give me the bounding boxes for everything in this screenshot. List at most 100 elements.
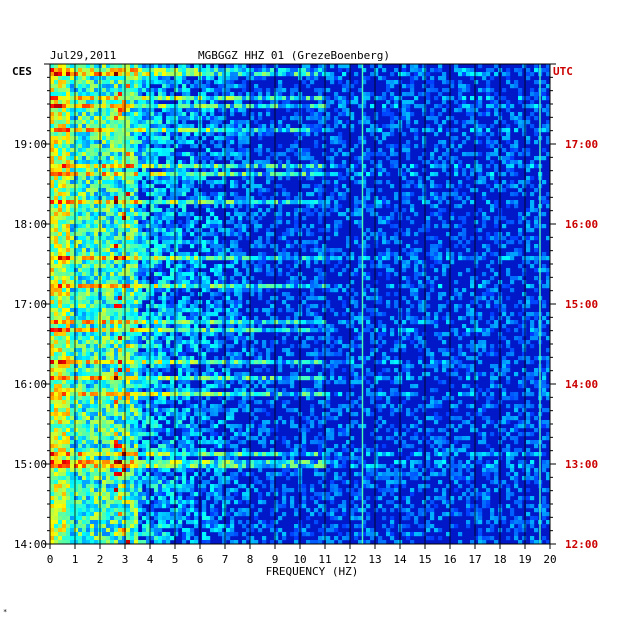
spectrogram-cell [482, 132, 487, 137]
spectrogram-cell [474, 212, 479, 217]
spectrogram-cell [118, 108, 123, 113]
spectrogram-cell [166, 152, 171, 157]
spectrogram-cell [310, 280, 315, 285]
spectrogram-cell [50, 64, 55, 69]
spectrogram-cell [242, 280, 247, 285]
spectrogram-cell [282, 200, 287, 205]
spectrogram-cell [130, 84, 135, 89]
spectrogram-cell [158, 96, 163, 101]
spectrogram-cell [266, 300, 271, 305]
spectrogram-cell [82, 120, 87, 125]
spectrogram-cell [178, 164, 183, 169]
spectrogram-cell [278, 272, 283, 277]
spectrogram-cell [302, 68, 307, 73]
spectrogram-cell [66, 84, 71, 89]
spectrogram-cell [118, 236, 123, 241]
spectrogram-cell [454, 292, 459, 297]
spectrogram-cell [466, 304, 471, 309]
spectrogram-cell [114, 308, 119, 313]
spectrogram-cell [78, 200, 83, 205]
spectrogram-cell [54, 88, 59, 93]
spectrogram-cell [442, 88, 447, 93]
spectrogram-cell [234, 68, 239, 73]
spectrogram-cell [518, 180, 523, 185]
spectrogram-cell [238, 320, 243, 325]
spectrogram-cell [234, 76, 239, 81]
spectrogram-cell [82, 284, 87, 289]
spectrogram-cell [438, 156, 443, 161]
spectrogram-cell [382, 104, 387, 109]
spectrogram-cell [126, 204, 131, 209]
spectrogram-cell [114, 324, 119, 329]
spectrogram-cell [490, 140, 495, 145]
spectrogram-cell [258, 260, 263, 265]
spectrogram-cell [62, 280, 67, 285]
spectrogram-cell [82, 272, 87, 277]
spectrogram-cell [158, 236, 163, 241]
spectrogram-cell [414, 212, 419, 217]
spectrogram-cell [142, 232, 147, 237]
spectrogram-cell [142, 160, 147, 165]
spectrogram-cell [62, 92, 67, 97]
spectrogram-cell [266, 96, 271, 101]
spectrogram-cell [290, 92, 295, 97]
spectrogram-cell [78, 224, 83, 229]
spectrogram-cell [502, 160, 507, 165]
spectrogram-cell [62, 232, 67, 237]
spectrogram-cell [322, 164, 327, 169]
spectrogram-cell [338, 164, 343, 169]
spectrogram-cell [134, 324, 139, 329]
spectrogram-cell [374, 232, 379, 237]
spectrogram-cell [334, 92, 339, 97]
spectrogram-cell [394, 304, 399, 309]
spectrogram-cell [290, 144, 295, 149]
spectrogram-cell [314, 172, 319, 177]
spectrogram-cell [102, 300, 107, 305]
spectrogram-cell [134, 180, 139, 185]
spectrogram-cell [90, 84, 95, 89]
spectrogram-cell [158, 196, 163, 201]
spectrogram-cell [94, 160, 99, 165]
spectrogram-cell [50, 236, 55, 241]
spectrogram-cell [434, 268, 439, 273]
spectrogram-cell [450, 296, 455, 301]
spectrogram-cell [442, 144, 447, 149]
spectrogram-cell [134, 64, 139, 69]
spectrogram-cell [74, 124, 79, 129]
spectrogram-cell [62, 88, 67, 93]
spectrogram-cell [214, 192, 219, 197]
spectrogram-cell [490, 260, 495, 265]
spectrogram-cell [118, 212, 123, 217]
spectrogram-cell [194, 160, 199, 165]
spectrogram-cell [266, 148, 271, 153]
spectrogram-cell [386, 292, 391, 297]
spectrogram-cell [58, 180, 63, 185]
spectrogram-cell [178, 264, 183, 269]
spectrogram-cell [62, 196, 67, 201]
spectrogram-cell [82, 72, 87, 77]
spectrogram-cell [434, 144, 439, 149]
spectrogram-cell [222, 108, 227, 113]
spectrogram-cell [522, 128, 527, 133]
spectrogram-cell [526, 120, 531, 125]
spectrogram-cell [130, 296, 135, 301]
spectrogram-cell [110, 312, 115, 317]
spectrogram-cell [250, 132, 255, 137]
spectrogram-cell [338, 296, 343, 301]
spectrogram-cell [74, 192, 79, 197]
spectrogram-cell [302, 156, 307, 161]
spectrogram-cell [66, 276, 71, 281]
spectrogram-cell [182, 316, 187, 321]
spectrogram-cell [318, 64, 323, 69]
spectrogram-cell [126, 164, 131, 169]
spectrogram-cell [162, 84, 167, 89]
spectrogram-cell [70, 252, 75, 257]
spectrogram-cell [94, 240, 99, 245]
spectrogram-cell [506, 76, 511, 81]
spectrogram-cell [118, 200, 123, 205]
spectrogram-cell [286, 272, 291, 277]
spectrogram-cell [122, 200, 127, 205]
spectrogram-cell [102, 116, 107, 121]
spectrogram-cell [54, 184, 59, 189]
spectrogram-cell [394, 116, 399, 121]
